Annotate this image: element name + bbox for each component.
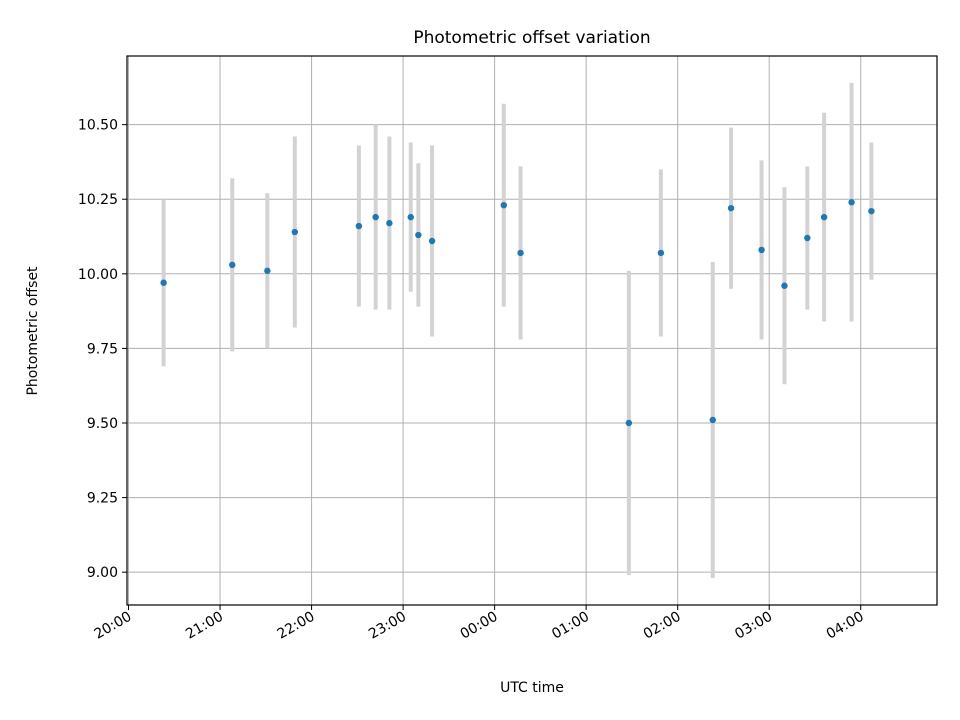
x-tick-label: 02:00 — [641, 609, 684, 643]
x-tick-label: 22:00 — [275, 609, 318, 643]
y-tick-label: 9.25 — [87, 491, 118, 507]
data-point — [500, 201, 507, 209]
data-points — [160, 199, 875, 427]
x-axis-label: UTC time — [500, 680, 564, 696]
x-tick-label: 04:00 — [824, 609, 867, 643]
error-bars — [161, 82, 874, 579]
data-point — [407, 213, 414, 221]
y-tick-label: 9.00 — [87, 565, 118, 581]
y-tick-label: 10.00 — [78, 267, 118, 283]
data-point — [229, 261, 236, 269]
data-point — [160, 279, 167, 286]
y-tick-label: 10.50 — [78, 118, 118, 134]
x-tick-label: 20:00 — [92, 609, 135, 643]
x-tick-label: 23:00 — [366, 609, 409, 643]
x-axis-ticks: 20:00 21:00 22:00 23:00 00:00 01:00 02:00 03:00… — [92, 605, 867, 643]
data-point — [848, 199, 855, 206]
data-point — [517, 249, 524, 257]
x-tick-label: 21:00 — [183, 609, 226, 643]
data-point — [758, 246, 765, 254]
x-tick-label: 01:00 — [549, 609, 592, 643]
x-tick-label: 03:00 — [732, 609, 775, 643]
data-point — [781, 282, 788, 289]
y-tick-label: 10.25 — [78, 192, 118, 208]
data-point — [657, 249, 665, 257]
grid-lines — [127, 56, 937, 605]
data-point — [820, 213, 828, 221]
data-point — [804, 234, 811, 242]
data-point — [386, 219, 393, 227]
data-point — [727, 204, 735, 212]
chart-title: Photometric offset variation — [413, 28, 650, 48]
y-axis-ticks: 9.00 9.25 9.50 9.75 10.00 10.25 10.50 — [78, 118, 127, 581]
data-point — [355, 222, 363, 230]
data-point — [868, 207, 875, 215]
data-point — [625, 419, 633, 427]
data-point — [428, 237, 436, 245]
data-point — [709, 416, 716, 424]
plot-frame — [126, 55, 938, 606]
y-tick-label: 9.75 — [87, 341, 118, 357]
data-point — [372, 213, 379, 221]
x-tick-label: 00:00 — [458, 609, 501, 643]
data-point — [415, 231, 422, 239]
y-axis-label: Photometric offset — [25, 266, 41, 396]
y-tick-label: 9.50 — [87, 416, 118, 432]
data-point — [291, 228, 298, 236]
data-point — [264, 267, 271, 275]
